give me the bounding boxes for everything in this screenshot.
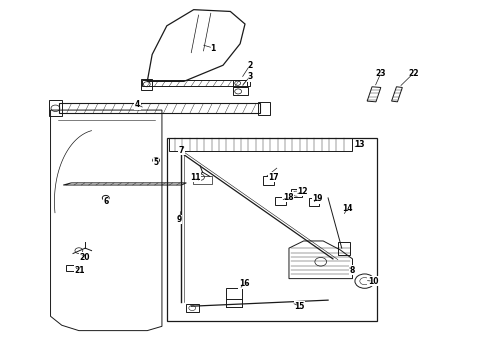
Bar: [310, 198, 319, 206]
Text: 21: 21: [74, 266, 85, 275]
Text: 3: 3: [247, 72, 252, 81]
Bar: [143, 80, 250, 86]
Bar: [338, 242, 350, 255]
Text: 8: 8: [350, 266, 355, 275]
Bar: [59, 103, 260, 113]
Bar: [193, 176, 212, 184]
Text: 6: 6: [103, 197, 108, 206]
Text: 23: 23: [375, 69, 386, 78]
Text: 9: 9: [176, 215, 182, 224]
Text: 15: 15: [294, 302, 305, 311]
Text: 19: 19: [312, 194, 322, 203]
Text: 16: 16: [239, 279, 249, 288]
Bar: [275, 197, 286, 205]
Bar: [233, 80, 247, 87]
Bar: [66, 265, 77, 271]
Bar: [169, 138, 352, 151]
Bar: [167, 138, 377, 320]
Bar: [258, 102, 270, 115]
Bar: [186, 304, 198, 312]
Text: 5: 5: [153, 158, 159, 167]
Bar: [142, 79, 152, 90]
Text: 20: 20: [79, 253, 90, 262]
Text: 10: 10: [368, 276, 378, 285]
Bar: [49, 100, 62, 116]
Text: 1: 1: [211, 44, 216, 53]
Text: 4: 4: [135, 100, 140, 109]
Text: 22: 22: [408, 69, 419, 78]
Text: 2: 2: [247, 61, 252, 70]
Text: 18: 18: [283, 193, 294, 202]
Text: 17: 17: [268, 173, 279, 182]
Bar: [226, 288, 242, 300]
Text: 14: 14: [343, 204, 353, 213]
Text: 7: 7: [179, 146, 184, 155]
Bar: [292, 189, 302, 197]
Bar: [263, 176, 274, 185]
Bar: [233, 87, 248, 95]
Text: 11: 11: [190, 173, 200, 182]
Text: 12: 12: [297, 187, 308, 196]
Text: 13: 13: [355, 140, 365, 149]
